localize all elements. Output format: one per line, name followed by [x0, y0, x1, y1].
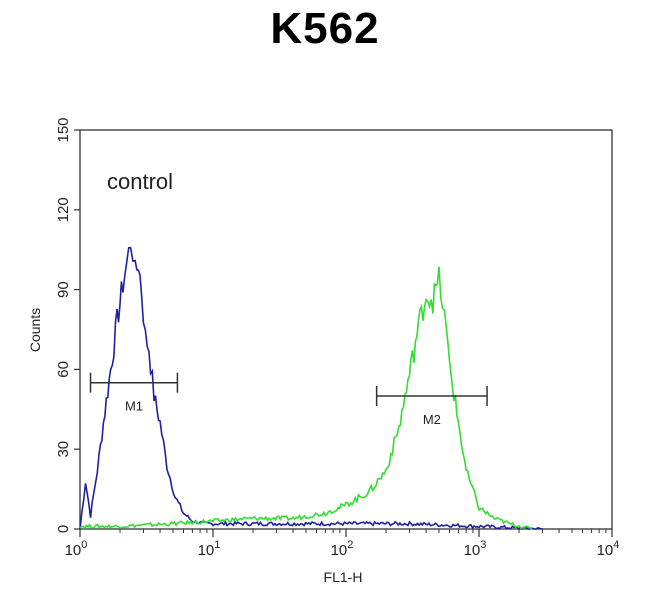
y-tick-label: 120	[55, 197, 72, 222]
x-tick-label: 102	[331, 539, 354, 559]
y-tick-label: 90	[55, 281, 72, 298]
control-label: control	[107, 169, 173, 194]
histogram-curves	[79, 246, 543, 531]
x-tick-label: 100	[65, 539, 88, 559]
x-tick-label: 104	[597, 539, 620, 559]
marker-m2-label: M2	[423, 412, 441, 427]
x-tick-label: 101	[198, 539, 221, 559]
y-axis-label: Counts	[27, 308, 43, 352]
chart-title: K562	[270, 4, 380, 53]
y-tick-label: 60	[55, 361, 72, 378]
y-tick-label: 150	[55, 117, 72, 142]
marker-m1-label: M1	[125, 399, 143, 414]
histogram-series-1	[79, 246, 543, 531]
gate-markers: M1 M2	[89, 372, 488, 427]
axes: 0 30 60 90 120 150 100 101 102 103 104	[55, 117, 619, 559]
histogram-series-2	[79, 266, 533, 530]
x-axis-label: FL1-H	[324, 569, 363, 585]
x-tick-label: 103	[464, 539, 487, 559]
y-tick-label: 30	[55, 441, 72, 458]
y-tick-label: 0	[55, 525, 72, 533]
